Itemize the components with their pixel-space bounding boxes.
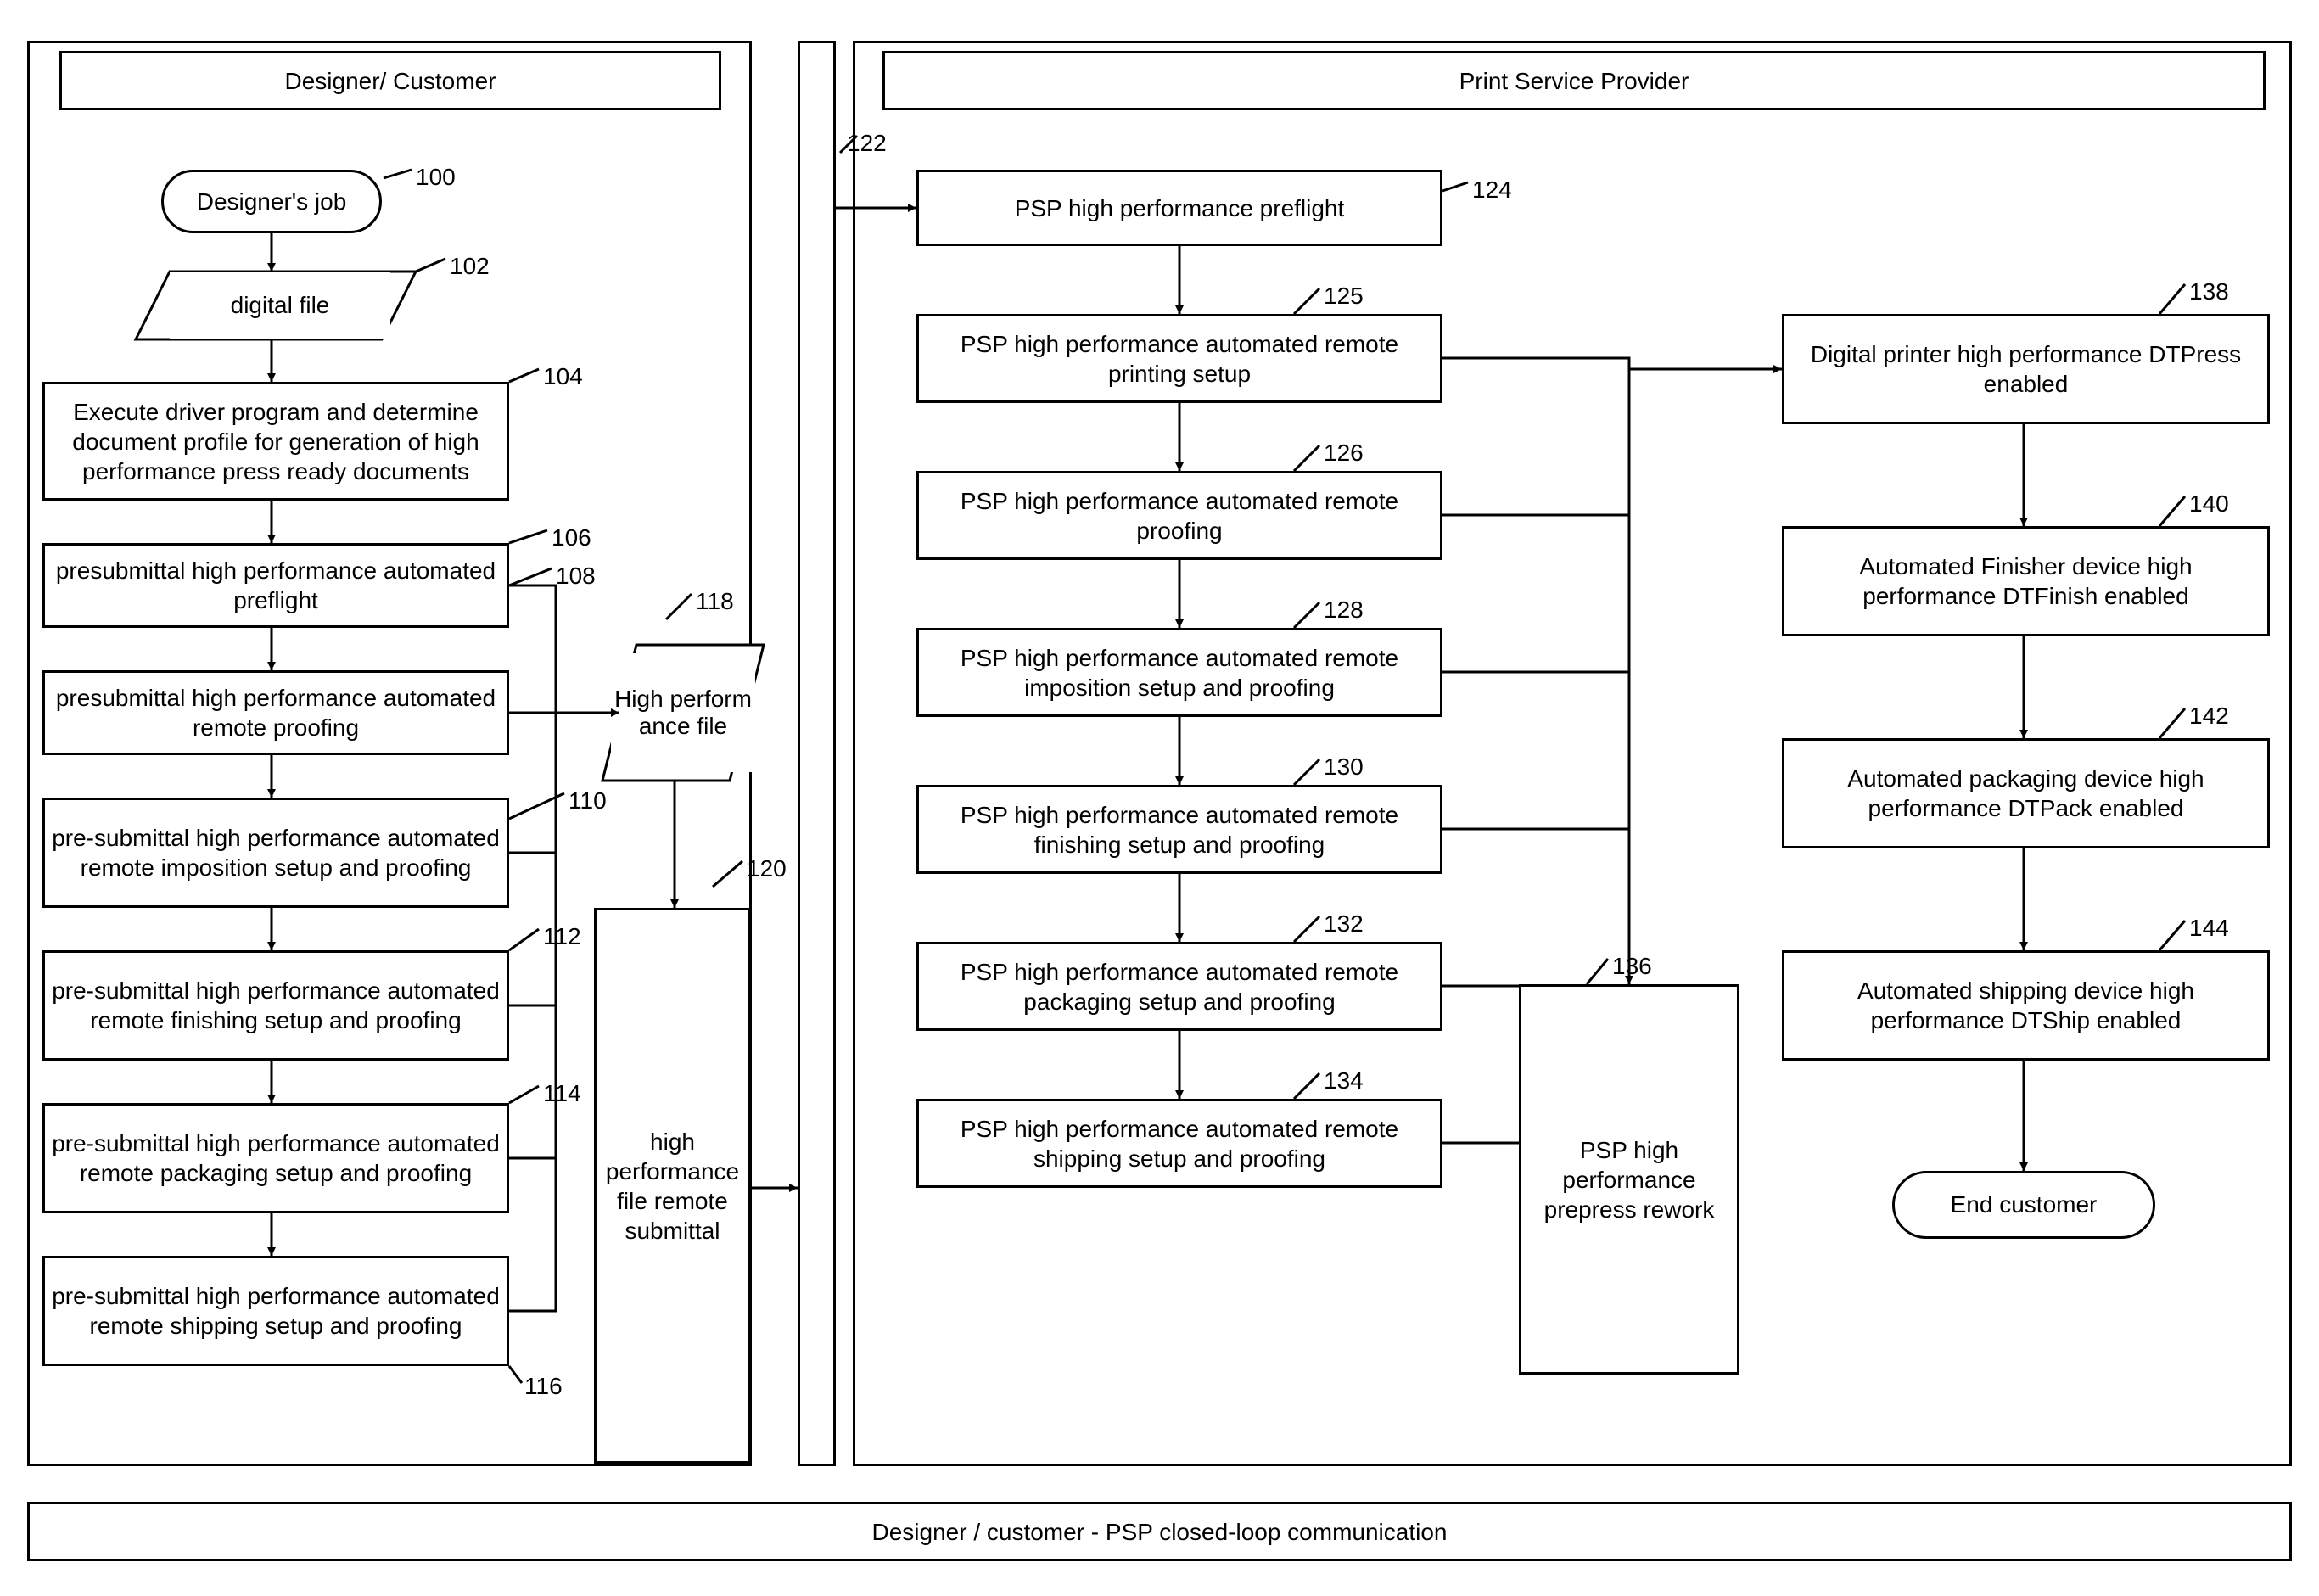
node-presubmittal-preflight: presubmittal high performance automated …: [42, 543, 509, 628]
header-print-service-provider: Print Service Provider: [882, 51, 2266, 110]
n108-text: presubmittal high performance automated …: [52, 683, 500, 742]
node-psp-imposition: PSP high performance automated remote im…: [916, 628, 1442, 717]
node-automated-shipping: Automated shipping device high performan…: [1782, 950, 2270, 1061]
n144-text: Automated shipping device high performan…: [1791, 976, 2260, 1035]
ref-120: 120: [747, 857, 787, 881]
node-psp-preflight: PSP high performance preflight: [916, 170, 1442, 246]
ref-132: 132: [1324, 912, 1364, 936]
footer-text: Designer / customer - PSP closed-loop co…: [871, 1517, 1447, 1547]
node-presubmittal-imposition: pre-submittal high performance automated…: [42, 798, 509, 908]
node-high-performance-file: High perform ance file: [611, 653, 755, 772]
ref-134: 134: [1324, 1069, 1364, 1093]
end-text: End customer: [1951, 1191, 2098, 1218]
node-designers-job: Designer's job: [161, 170, 382, 233]
n134-text: PSP high performance automated remote sh…: [926, 1114, 1433, 1173]
ref-130: 130: [1324, 755, 1364, 779]
n138-text: Digital printer high performance DTPress…: [1791, 339, 2260, 399]
ref-116: 116: [524, 1375, 563, 1398]
ref-138: 138: [2189, 280, 2229, 304]
node-psp-finishing: PSP high performance automated remote fi…: [916, 785, 1442, 874]
node-remote-submittal: high performance file remote submittal: [594, 908, 751, 1464]
node-presubmittal-packaging: pre-submittal high performance automated…: [42, 1103, 509, 1213]
n125-text: PSP high performance automated remote pr…: [926, 329, 1433, 389]
n128-text: PSP high performance automated remote im…: [926, 643, 1433, 703]
ref-108: 108: [556, 564, 596, 588]
ref-112: 112: [543, 925, 581, 949]
header-designer-customer: Designer/ Customer: [59, 51, 721, 110]
n100-text: Designer's job: [197, 188, 347, 216]
ref-144: 144: [2189, 916, 2229, 940]
ref-100: 100: [416, 165, 456, 189]
ref-136: 136: [1612, 955, 1652, 978]
node-end-customer: End customer: [1892, 1171, 2155, 1239]
ref-106: 106: [552, 526, 591, 550]
node-psp-packaging: PSP high performance automated remote pa…: [916, 942, 1442, 1031]
n130-text: PSP high performance automated remote fi…: [926, 800, 1433, 860]
n104-text: Execute driver program and determine doc…: [52, 397, 500, 486]
node-digital-file: digital file: [170, 272, 390, 339]
ref-140: 140: [2189, 492, 2229, 516]
ref-110: 110: [569, 789, 607, 813]
n116-text: pre-submittal high performance automated…: [52, 1281, 500, 1341]
n142-text: Automated packaging device high performa…: [1791, 764, 2260, 823]
ref-124: 124: [1472, 178, 1512, 202]
n120-text: high performance file remote submittal: [603, 1127, 742, 1246]
header-left-text: Designer/ Customer: [285, 66, 496, 96]
n126-text: PSP high performance automated remote pr…: [926, 486, 1433, 546]
ref-104: 104: [543, 365, 583, 389]
ref-125: 125: [1324, 284, 1364, 308]
n106-text: presubmittal high performance automated …: [52, 556, 500, 615]
node-presubmittal-shipping: pre-submittal high performance automated…: [42, 1256, 509, 1366]
ref-142: 142: [2189, 704, 2229, 728]
n140-text: Automated Finisher device high performan…: [1791, 552, 2260, 611]
channel-122: [798, 41, 836, 1466]
footer-closed-loop: Designer / customer - PSP closed-loop co…: [27, 1502, 2292, 1561]
header-right-text: Print Service Provider: [1459, 66, 1689, 96]
node-psp-printing-setup: PSP high performance automated remote pr…: [916, 314, 1442, 403]
ref-118: 118: [696, 590, 734, 613]
n112-text: pre-submittal high performance automated…: [52, 976, 500, 1035]
node-psp-proofing: PSP high performance automated remote pr…: [916, 471, 1442, 560]
ref-128: 128: [1324, 598, 1364, 622]
node-psp-prepress-rework: PSP high performance prepress rework: [1519, 984, 1739, 1375]
n110-text: pre-submittal high performance automated…: [52, 823, 500, 882]
node-presubmittal-finishing: pre-submittal high performance automated…: [42, 950, 509, 1061]
node-automated-packaging: Automated packaging device high performa…: [1782, 738, 2270, 848]
n102-text: digital file: [231, 292, 330, 319]
ref-114: 114: [543, 1082, 581, 1106]
n136-text: PSP high performance prepress rework: [1528, 1135, 1730, 1224]
flowchart-canvas: Designer/ Customer Designer's job 100 di…: [0, 0, 2319, 1596]
n124-text: PSP high performance preflight: [1015, 193, 1345, 223]
ref-102: 102: [450, 255, 490, 278]
ref-126: 126: [1324, 441, 1364, 465]
node-automated-finisher: Automated Finisher device high performan…: [1782, 526, 2270, 636]
node-presubmittal-proofing: presubmittal high performance automated …: [42, 670, 509, 755]
node-psp-shipping: PSP high performance automated remote sh…: [916, 1099, 1442, 1188]
node-digital-printer: Digital printer high performance DTPress…: [1782, 314, 2270, 424]
n118-text: High perform ance file: [611, 686, 755, 740]
n132-text: PSP high performance automated remote pa…: [926, 957, 1433, 1016]
node-execute-driver: Execute driver program and determine doc…: [42, 382, 509, 501]
n114-text: pre-submittal high performance automated…: [52, 1128, 500, 1188]
